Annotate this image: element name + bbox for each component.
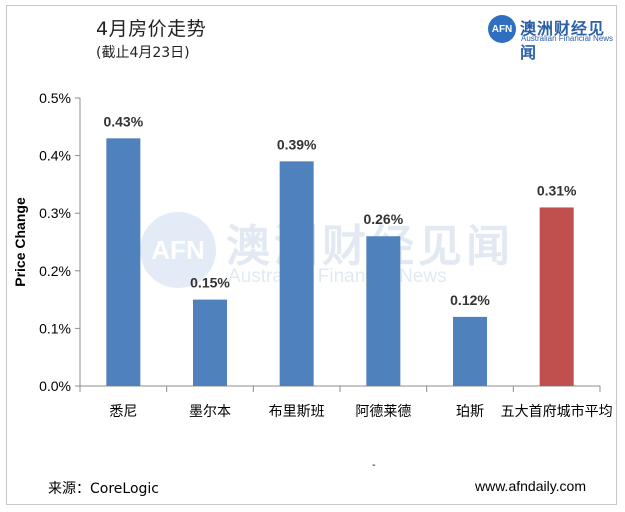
chart-subtitle: (截止4月23日) (96, 45, 190, 61)
chart-axes (79, 98, 600, 387)
data-labels-group: 0.43% 0.15% 0.39% 0.26% 0.12% 0.31% (103, 113, 577, 308)
y-tick-label: 0.5% (39, 90, 71, 106)
x-tick-label: 五大首府城市平均 (501, 403, 613, 420)
website-link[interactable]: www.afndaily.com (475, 478, 587, 494)
x-tick-label: 悉尼 (109, 404, 137, 420)
y-tick-label: 0.4% (39, 148, 71, 164)
x-axis-ticks: 悉尼 墨尔本 布里斯班 阿德莱德 珀斯 五大首府城市平均 (79, 386, 613, 420)
bar (193, 299, 227, 386)
source-note: 来源：CoreLogic (48, 481, 159, 497)
bar (366, 236, 401, 386)
bar (539, 207, 574, 386)
afn-logo-name-en: Australian Financial News (521, 34, 614, 43)
data-label: 0.31% (537, 182, 577, 198)
bars-group (106, 138, 574, 386)
bar (453, 316, 487, 386)
y-tick-label: 0.3% (39, 205, 71, 221)
y-tick-label: 0.0% (39, 378, 71, 394)
x-tick-label: 珀斯 (456, 404, 484, 420)
afn-logo-name-cn: 澳洲财经见闻 (520, 19, 606, 62)
y-tick-label: 0.1% (39, 320, 71, 336)
bar (106, 138, 141, 386)
y-axis-ticks: 0.0% 0.1% 0.2% 0.3% 0.4% 0.5% (39, 90, 80, 394)
chart-title: 4月房价走势 (96, 18, 207, 40)
afn-logo-badge: AFN (488, 15, 516, 43)
bar (279, 161, 314, 386)
data-label: 0.43% (103, 113, 143, 129)
x-tick-label: 阿德莱德 (355, 404, 411, 420)
data-label: 0.39% (277, 136, 317, 152)
x-tick-label: 布里斯班 (269, 404, 325, 420)
y-tick-label: 0.2% (39, 263, 71, 279)
afn-logo: AFN 澳洲财经见闻 Australian Financial News (488, 15, 613, 62)
data-label: 0.12% (450, 292, 490, 308)
data-label: 0.26% (363, 211, 403, 227)
data-label: 0.15% (190, 275, 230, 291)
dash-mark: - (372, 460, 376, 471)
x-tick-label: 墨尔本 (189, 404, 231, 420)
